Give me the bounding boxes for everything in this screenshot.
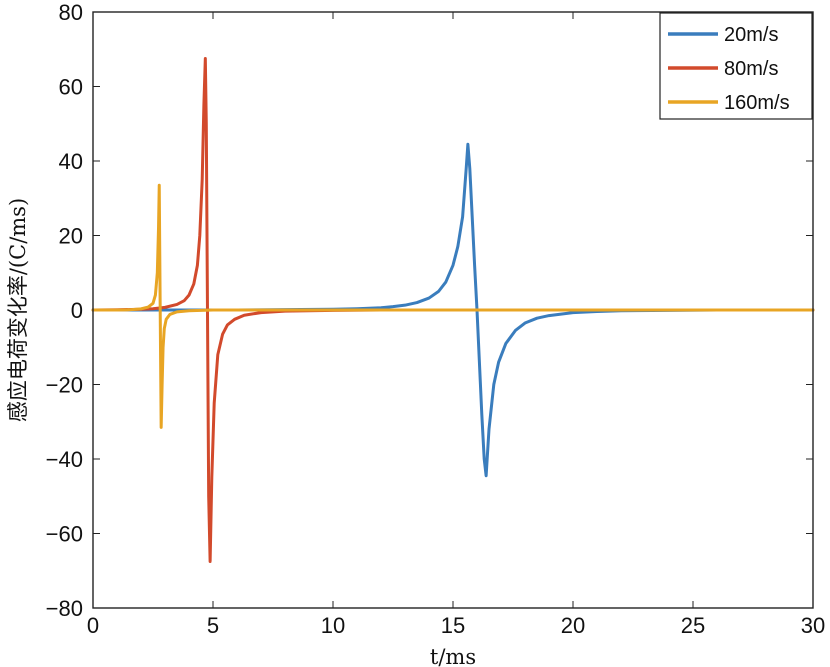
y-tick-label: 80 [59, 0, 83, 25]
x-tick-label: 20 [561, 613, 585, 638]
legend-label-3: 160m/s [724, 92, 790, 114]
y-tick-label: −20 [46, 373, 83, 398]
legend: 20m/s 80m/s 160m/s [659, 12, 813, 120]
x-tick-label: 25 [681, 613, 705, 638]
y-tick-label: −60 [46, 522, 83, 547]
y-tick-label: −40 [46, 447, 83, 472]
y-tick-label: 0 [71, 298, 83, 323]
x-tick-label: 5 [207, 613, 219, 638]
x-tick-label: 0 [87, 613, 99, 638]
x-tick-label: 15 [441, 613, 465, 638]
x-axis-label: t/ms [430, 645, 476, 667]
series-line-1 [91, 142, 815, 478]
y-tick-label: 20 [59, 224, 83, 249]
y-tick-label: −80 [46, 596, 83, 621]
y-tick-label: 60 [59, 75, 83, 100]
series-line-3 [91, 183, 815, 429]
y-axis-label: 感应电荷变化率/(C/ms) [6, 198, 30, 422]
y-tick-label: 40 [59, 149, 83, 174]
series-line-2 [91, 57, 815, 563]
y-tick-labels: −80 −60 −40 −20 0 20 40 60 80 [46, 0, 83, 621]
x-tick-label: 10 [321, 613, 345, 638]
plot-frame [92, 11, 814, 609]
legend-label-1: 20m/s [724, 24, 778, 46]
legend-label-2: 80m/s [724, 58, 778, 80]
series-lines [91, 57, 815, 563]
x-tick-labels: 0 5 10 15 20 25 30 [87, 613, 825, 638]
x-tick-label: 30 [801, 613, 825, 638]
